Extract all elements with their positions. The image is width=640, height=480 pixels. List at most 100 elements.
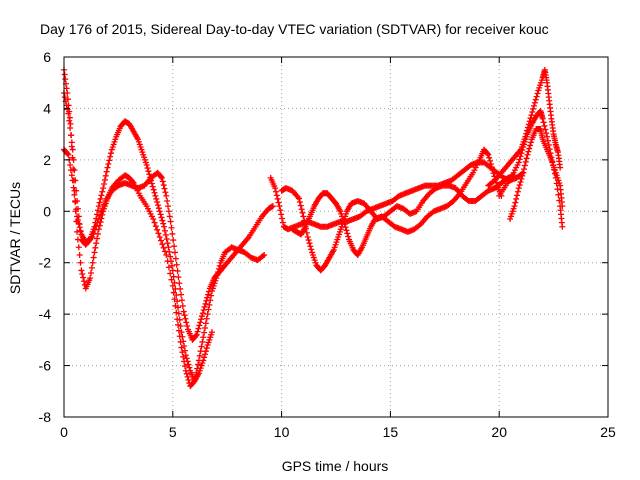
data-point (341, 221, 348, 228)
data-point (159, 178, 166, 185)
data-point (178, 291, 185, 298)
data-point (103, 168, 110, 175)
data-point (515, 185, 522, 192)
data-point (80, 274, 87, 281)
data-point (192, 332, 199, 339)
data-point (202, 300, 209, 307)
data-point (99, 188, 106, 195)
data-point (539, 115, 546, 122)
data-point (62, 76, 69, 83)
data-point (522, 158, 529, 165)
data-point (195, 325, 202, 332)
data-point (521, 166, 528, 173)
data-point (96, 199, 103, 206)
data-point (517, 178, 524, 185)
data-point (93, 223, 100, 230)
data-point (71, 191, 78, 198)
data-point (297, 202, 304, 209)
data-point (202, 320, 209, 327)
data-point (64, 106, 71, 113)
data-point (63, 85, 70, 92)
data-point (161, 227, 168, 234)
data-point (185, 376, 192, 383)
data-point (168, 262, 175, 269)
data-point (485, 151, 492, 158)
data-point (157, 211, 164, 218)
data-point (148, 180, 155, 187)
data-point (197, 348, 204, 355)
data-point (177, 285, 184, 292)
data-point (514, 188, 521, 195)
data-point (198, 316, 205, 323)
data-point (104, 164, 111, 171)
data-point (155, 230, 162, 237)
data-point (97, 212, 104, 219)
data-point (275, 199, 282, 206)
data-point (524, 151, 531, 158)
data-point (180, 308, 187, 315)
data-point (169, 230, 176, 237)
data-point (274, 195, 281, 202)
data-point (203, 345, 210, 352)
series-3 (61, 146, 276, 343)
data-point (272, 188, 279, 195)
data-point (193, 331, 200, 338)
data-point (159, 217, 166, 224)
y-tick-label: -6 (39, 358, 52, 374)
series-6 (289, 146, 505, 258)
data-point (198, 343, 205, 350)
data-point (181, 312, 188, 319)
data-point (182, 352, 189, 359)
data-point (176, 316, 183, 323)
data-point (194, 328, 201, 335)
data-point (153, 195, 160, 202)
data-point (181, 343, 188, 350)
data-point (156, 234, 163, 240)
data-point (67, 167, 74, 174)
data-point (162, 231, 169, 238)
data-point (195, 361, 202, 368)
data-point (152, 192, 159, 199)
data-point (202, 351, 209, 358)
data-point (174, 267, 181, 274)
data-point (69, 177, 76, 184)
series-5 (278, 172, 518, 274)
data-point (158, 173, 165, 180)
data-point (279, 215, 286, 222)
data-point (171, 249, 178, 256)
data-point (175, 304, 182, 311)
data-point (272, 185, 279, 192)
data-point (160, 220, 167, 227)
data-point (533, 93, 540, 100)
data-point (90, 230, 97, 237)
data-point (92, 244, 99, 251)
data-point (106, 157, 113, 164)
x-tick-label: 10 (274, 424, 290, 440)
data-point (152, 223, 159, 230)
data-point (66, 117, 73, 124)
data-point (95, 216, 102, 222)
y-tick-label: 2 (43, 152, 51, 168)
data-point (154, 199, 161, 206)
data-point (168, 276, 175, 283)
data-point (91, 226, 98, 233)
data-point (173, 261, 180, 268)
data-point (185, 361, 192, 368)
data-point (343, 227, 350, 234)
y-tick-label: 0 (43, 203, 51, 219)
data-point (175, 310, 182, 317)
data-point (532, 96, 539, 103)
data-point (87, 275, 94, 282)
data-point (180, 338, 187, 345)
data-point (165, 244, 172, 251)
data-point (299, 209, 306, 216)
data-point (167, 253, 174, 260)
data-point (199, 310, 206, 317)
data-point (175, 274, 182, 281)
data-point (91, 249, 98, 256)
data-point (529, 109, 536, 116)
data-point (94, 207, 101, 214)
data-point (67, 132, 74, 139)
data-point (516, 182, 523, 189)
